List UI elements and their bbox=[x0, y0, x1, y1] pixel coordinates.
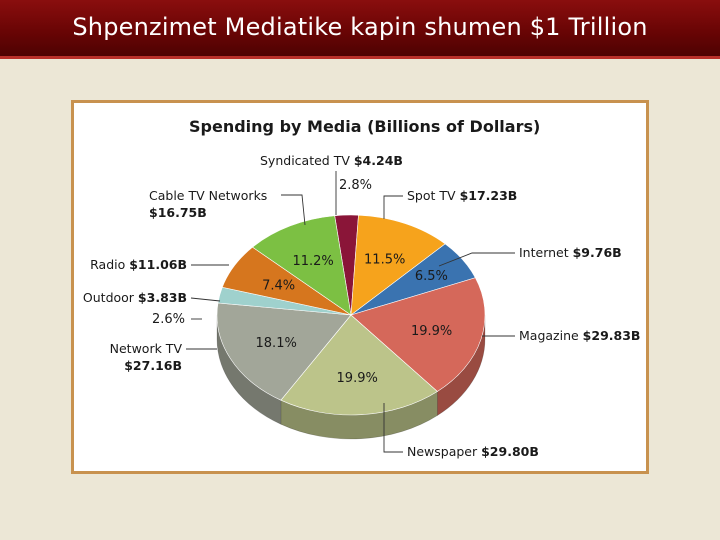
category-label-network-tv: Network TV $27.16B bbox=[110, 341, 183, 373]
leader-cable-tv-networks bbox=[281, 194, 306, 226]
chart-frame: Spending by Media (Billions of Dollars) … bbox=[71, 100, 649, 474]
category-label-radio: Radio $11.06B bbox=[90, 257, 187, 272]
category-label-outdoor: Outdoor $3.83B bbox=[83, 290, 187, 305]
slide-title: Shpenzimet Mediatike kapin shumen $1 Tri… bbox=[72, 13, 648, 41]
percent-label-radio: 7.4% bbox=[262, 279, 295, 294]
category-label-spot-tv: Spot TV $17.23B bbox=[407, 188, 517, 203]
category-label-internet: Internet $9.76B bbox=[519, 245, 622, 260]
percent-label-outdoor: 2.6% bbox=[152, 312, 185, 327]
pie-slice-cable-tv-networks bbox=[252, 215, 352, 316]
category-label-syndicated-tv: Syndicated TV $4.24B bbox=[260, 153, 403, 168]
pie-slice-network-tv bbox=[216, 302, 352, 401]
pie-chart: Spending by Media (Billions of Dollars) … bbox=[83, 117, 641, 459]
percent-label-spot-tv: 11.5% bbox=[364, 252, 405, 267]
percent-label-magazine: 19.9% bbox=[411, 324, 452, 339]
category-label-cable-tv-networks: Cable TV Networks $16.75B bbox=[149, 188, 267, 220]
category-label-newspaper: Newspaper $29.80B bbox=[407, 444, 539, 459]
leader-spot-tv bbox=[383, 195, 403, 219]
percent-label-cable-tv-networks: 11.2% bbox=[292, 254, 333, 269]
pie-slice-spot-tv bbox=[350, 214, 446, 316]
leader-internet bbox=[438, 252, 515, 267]
leader-outdoor bbox=[190, 297, 221, 302]
leader-newspaper bbox=[383, 403, 403, 453]
percent-label-syndicated-tv: 2.8% bbox=[339, 178, 372, 193]
percent-label-newspaper: 19.9% bbox=[337, 371, 378, 386]
pie-slice-newspaper bbox=[280, 314, 438, 416]
title-bar bbox=[0, 0, 720, 59]
pie-slice-magazine bbox=[350, 277, 486, 392]
percent-label-network-tv: 18.1% bbox=[256, 336, 297, 351]
category-label-magazine: Magazine $29.83B bbox=[519, 328, 640, 343]
percent-label-internet: 6.5% bbox=[415, 269, 448, 284]
chart-title: Spending by Media (Billions of Dollars) bbox=[189, 117, 540, 136]
